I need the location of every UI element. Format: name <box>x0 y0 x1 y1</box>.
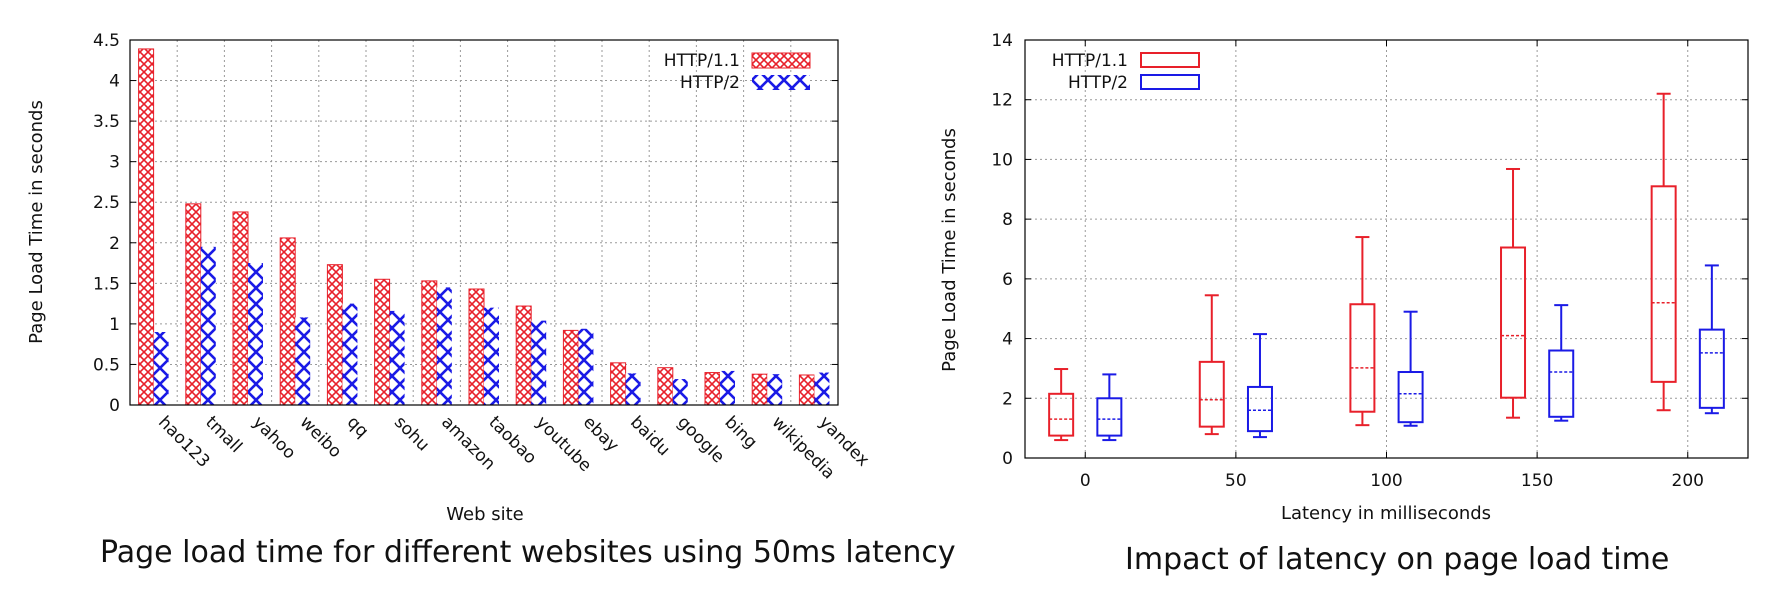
bar-tmall-http-2 <box>200 246 216 405</box>
x-axis-label: Web site <box>446 504 523 525</box>
y-tick-label: 3 <box>109 153 120 173</box>
bar-wikipedia-http-1-1 <box>751 373 768 406</box>
bar-sohu-http-2 <box>389 310 405 405</box>
legend-label: HTTP/2 <box>680 73 740 93</box>
y-tick-label: 4.5 <box>93 31 120 51</box>
x-tick-label: 200 <box>1672 471 1704 491</box>
y-tick-label: 0.5 <box>93 355 120 375</box>
x-tick-label: 150 <box>1521 471 1553 491</box>
box-http-1-1-0 <box>1048 392 1075 437</box>
y-axis-label: Page Load Time in seconds <box>939 128 960 372</box>
box-http-1-1-200 <box>1650 185 1677 383</box>
x-tick-label: weibo <box>296 412 346 462</box>
bar-qq-http-2 <box>342 303 358 405</box>
plot-frame <box>129 39 839 406</box>
bar-chart-caption: Page load time for different websites us… <box>100 535 956 570</box>
box-http-1-1-150 <box>1500 246 1527 399</box>
legend-swatch <box>1140 52 1200 68</box>
x-tick-label: 0 <box>1080 471 1091 491</box>
y-tick-label: 12 <box>991 91 1013 111</box>
bar-ebay-http-2 <box>578 328 594 405</box>
legend-swatch <box>1140 74 1200 90</box>
bar-google-http-2 <box>672 379 688 405</box>
plot-frame <box>1024 39 1749 459</box>
bar-amazon-http-1-1 <box>421 280 438 406</box>
bar-taobao-http-2 <box>484 307 499 405</box>
bar-yandex-http-2 <box>814 372 830 405</box>
y-axis-label: Page Load Time in seconds <box>26 100 47 344</box>
x-tick-label: 100 <box>1370 471 1402 491</box>
bar-hao123-http-2 <box>153 332 169 405</box>
x-tick-label: yahoo <box>248 412 299 463</box>
box-http-1-1-50 <box>1198 360 1225 428</box>
legend-swatch <box>751 52 811 69</box>
box-plot-caption: Impact of latency on page load time <box>1125 542 1670 577</box>
x-tick-label: hao123 <box>154 412 213 471</box>
y-tick-label: 2 <box>109 234 120 254</box>
y-tick-label: 14 <box>991 31 1013 51</box>
bar-qq-http-1-1 <box>326 264 343 406</box>
bar-ebay-http-1-1 <box>562 329 579 406</box>
y-tick-label: 4 <box>1002 330 1013 350</box>
bar-yahoo-http-1-1 <box>232 211 249 406</box>
x-axis-label: Latency in milliseconds <box>1281 503 1491 524</box>
bar-taobao-http-1-1 <box>468 288 485 406</box>
x-tick-label: bing <box>720 412 760 452</box>
x-tick-label: google <box>673 412 728 467</box>
box-http-2-0 <box>1096 397 1123 437</box>
y-tick-label: 4 <box>109 72 120 92</box>
bar-bing-http-1-1 <box>704 372 721 406</box>
y-tick-label: 2 <box>1002 389 1013 409</box>
legend-swatch <box>752 75 810 90</box>
bar-wikipedia-http-2 <box>767 374 783 405</box>
bar-google-http-1-1 <box>657 367 674 406</box>
bar-weibo-http-1-1 <box>279 237 296 406</box>
bar-hao123-http-1-1 <box>138 48 155 406</box>
bar-baidu-http-1-1 <box>610 362 627 406</box>
box-http-2-150 <box>1548 349 1575 418</box>
x-tick-label: qq <box>343 412 372 441</box>
y-tick-label: 2.5 <box>93 193 120 213</box>
y-tick-label: 10 <box>991 150 1013 170</box>
bar-youtube-http-2 <box>531 320 547 405</box>
y-tick-label: 0 <box>1002 449 1013 469</box>
x-tick-label: sohu <box>390 412 433 455</box>
y-tick-label: 6 <box>1002 270 1013 290</box>
box-http-2-50 <box>1246 385 1273 433</box>
bar-weibo-http-2 <box>295 317 311 405</box>
x-tick-label: tmall <box>201 412 246 457</box>
x-tick-label: baidu <box>626 412 674 460</box>
box-http-1-1-100 <box>1349 303 1376 413</box>
bar-amazon-http-2 <box>436 287 452 405</box>
bar-yahoo-http-2 <box>248 263 263 405</box>
y-tick-label: 8 <box>1002 210 1013 230</box>
bar-sohu-http-1-1 <box>374 278 391 406</box>
bar-yandex-http-1-1 <box>798 374 815 406</box>
box-plot-latency-impact: 0 2 4 6 8 10 12 14 0 50 100 150 200 Latency in millis… <box>939 31 1749 524</box>
y-tick-label: 1.5 <box>93 274 120 294</box>
box-http-2-200 <box>1698 328 1725 409</box>
y-tick-label: 3.5 <box>93 112 120 132</box>
legend-label: HTTP/2 <box>1068 73 1128 93</box>
y-tick-label: 1 <box>109 315 120 335</box>
bar-baidu-http-2 <box>625 373 641 405</box>
box-http-2-100 <box>1397 371 1424 424</box>
bar-tmall-http-1-1 <box>185 203 202 406</box>
x-tick-label: ebay <box>579 412 623 456</box>
x-tick-label: 50 <box>1225 471 1247 491</box>
bar-bing-http-2 <box>720 370 735 405</box>
y-tick-label: 0 <box>109 396 120 416</box>
bar-youtube-http-1-1 <box>515 305 532 406</box>
legend-label: HTTP/1.1 <box>664 51 740 71</box>
legend-label: HTTP/1.1 <box>1052 51 1128 71</box>
